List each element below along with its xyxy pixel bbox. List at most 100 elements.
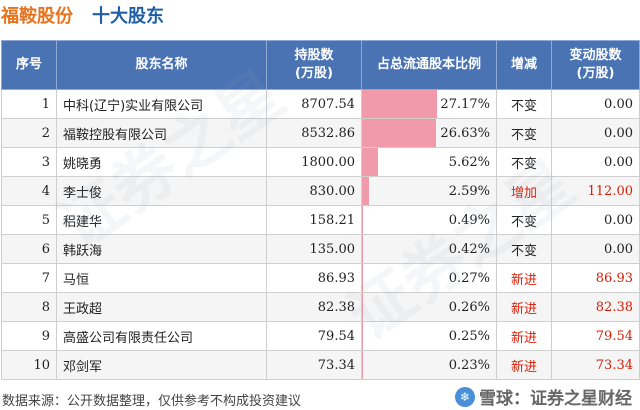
table-row: 6 韩跃海 135.00 0.42% 不变 0.00	[1, 234, 640, 264]
shares-cell: 79.54	[266, 321, 362, 351]
ratio-cell: 27.17%	[361, 89, 497, 119]
rank-cell: 3	[1, 147, 57, 177]
rank-cell: 9	[1, 321, 57, 351]
change-cell: 新进	[496, 292, 552, 322]
change-cell: 不变	[496, 147, 552, 177]
shareholder-name-cell: 福鞍控股有限公司	[56, 118, 267, 148]
table-row: 8 王政超 82.38 0.26% 新进 82.38	[1, 292, 640, 322]
table-row: 7 马恒 86.93 0.27% 新进 86.93	[1, 263, 640, 293]
ratio-bar	[362, 235, 364, 263]
ratio-bar	[362, 264, 363, 292]
rank-cell: 8	[1, 292, 57, 322]
ratio-text: 0.49%	[448, 212, 490, 228]
table-row: 1 中科(辽宁)实业有限公司 8707.54 27.17% 不变 0.00	[1, 89, 640, 119]
ratio-cell: 0.49%	[361, 205, 497, 235]
ratio-cell: 0.25%	[361, 321, 497, 351]
ratio-bar	[362, 148, 378, 176]
shareholder-name-cell: 李士俊	[56, 176, 267, 206]
shares-cell: 1800.00	[266, 147, 362, 177]
rank-cell: 1	[1, 89, 57, 119]
rank-cell: 4	[1, 176, 57, 206]
ratio-text: 0.26%	[448, 299, 490, 315]
shareholder-name-cell: 韩跃海	[56, 234, 267, 264]
rank-cell: 6	[1, 234, 57, 264]
ratio-text: 0.23%	[448, 357, 490, 373]
change-cell: 新进	[496, 350, 552, 380]
delta-shares-cell: 0.00	[551, 89, 640, 119]
delta-shares-cell: 112.00	[551, 176, 640, 206]
brand-signature: ❄ 雪球：证券之星财经	[455, 384, 632, 409]
change-cell: 不变	[496, 234, 552, 264]
header-shares: 持股数 (万股)	[266, 40, 362, 90]
header-delta: 变动股数 (万股)	[551, 40, 640, 90]
ratio-bar	[362, 90, 438, 118]
table-row: 4 李士俊 830.00 2.59% 增加 112.00	[1, 176, 640, 206]
ratio-text: 27.17%	[440, 96, 490, 112]
table-header-row: 序号 股东名称 持股数 (万股) 占总流通股本比例 增减 变动股数 (万股)	[1, 40, 640, 90]
ratio-cell: 2.59%	[361, 176, 497, 206]
ratio-bar	[362, 322, 363, 350]
shareholder-name-cell: 姚晓勇	[56, 147, 267, 177]
shares-cell: 8532.86	[266, 118, 362, 148]
ratio-text: 2.59%	[448, 183, 490, 199]
rank-cell: 5	[1, 205, 57, 235]
ratio-text: 0.27%	[448, 270, 490, 286]
table-row: 9 高盛公司有限责任公司 79.54 0.25% 新进 79.54	[1, 321, 640, 351]
delta-shares-cell: 0.00	[551, 118, 640, 148]
delta-shares-cell: 0.00	[551, 205, 640, 235]
table-row: 2 福鞍控股有限公司 8532.86 26.63% 不变 0.00	[1, 118, 640, 148]
shares-cell: 8707.54	[266, 89, 362, 119]
delta-shares-cell: 0.00	[551, 234, 640, 264]
shareholder-name-cell: 马恒	[56, 263, 267, 293]
shares-cell: 158.21	[266, 205, 362, 235]
change-cell: 不变	[496, 205, 552, 235]
ratio-bar	[362, 351, 363, 379]
shares-cell: 135.00	[266, 234, 362, 264]
change-cell: 新进	[496, 321, 552, 351]
table-row: 5 稆建华 158.21 0.49% 不变 0.00	[1, 205, 640, 235]
shares-cell: 86.93	[266, 263, 362, 293]
ratio-cell: 5.62%	[361, 147, 497, 177]
shareholder-name-cell: 中科(辽宁)实业有限公司	[56, 89, 267, 119]
data-source-note: 数据来源：公开数据整理，仅供参考不构成投资建议	[2, 394, 302, 409]
shareholder-name-cell: 稆建华	[56, 205, 267, 235]
brand-text: 雪球：证券之星财经	[479, 389, 632, 409]
shares-cell: 73.34	[266, 350, 362, 380]
ratio-text: 26.63%	[440, 125, 490, 141]
delta-shares-cell: 0.00	[551, 147, 640, 177]
ratio-bar	[362, 119, 436, 147]
table-row: 10 邓剑军 73.34 0.23% 新进 73.34	[1, 350, 640, 380]
header-change: 增减	[496, 40, 552, 90]
shares-cell: 82.38	[266, 292, 362, 322]
change-cell: 增加	[496, 176, 552, 206]
change-cell: 新进	[496, 263, 552, 293]
shareholder-name-cell: 高盛公司有限责任公司	[56, 321, 267, 351]
ratio-cell: 0.42%	[361, 234, 497, 264]
top-shareholders-table: 序号 股东名称 持股数 (万股) 占总流通股本比例 增减 变动股数 (万股) 1…	[1, 40, 640, 380]
delta-shares-cell: 79.54	[551, 321, 640, 351]
rank-cell: 7	[1, 263, 57, 293]
table-row: 3 姚晓勇 1800.00 5.62% 不变 0.00	[1, 147, 640, 177]
ratio-bar	[362, 293, 363, 321]
ratio-text: 5.62%	[448, 154, 490, 170]
delta-shares-cell: 82.38	[551, 292, 640, 322]
snowball-logo-icon: ❄	[455, 386, 475, 407]
shares-cell: 830.00	[266, 176, 362, 206]
ratio-text: 0.25%	[448, 328, 490, 344]
shareholder-name-cell: 邓剑军	[56, 350, 267, 380]
header-name: 股东名称	[56, 40, 267, 90]
ratio-bar	[362, 177, 370, 205]
header-ratio: 占总流通股本比例	[361, 40, 497, 90]
delta-shares-cell: 73.34	[551, 350, 640, 380]
shareholder-name-cell: 王政超	[56, 292, 267, 322]
change-cell: 不变	[496, 89, 552, 119]
ratio-bar	[362, 206, 364, 234]
ratio-text: 0.42%	[448, 241, 490, 257]
rank-cell: 10	[1, 350, 57, 380]
section-title: 十大股东	[92, 6, 164, 27]
header-rank: 序号	[1, 40, 57, 90]
ratio-cell: 0.23%	[361, 350, 497, 380]
rank-cell: 2	[1, 118, 57, 148]
ratio-cell: 26.63%	[361, 118, 497, 148]
ratio-cell: 0.26%	[361, 292, 497, 322]
